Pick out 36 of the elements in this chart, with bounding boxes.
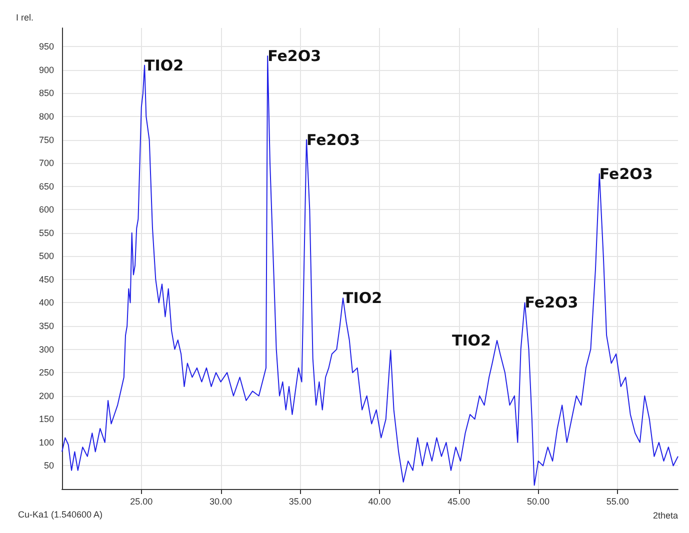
y-tick-label: 150: [38, 414, 54, 424]
annotation: TIO2: [343, 289, 382, 308]
annotation: Fe2O3: [306, 130, 360, 149]
y-tick-label: 550: [38, 228, 54, 238]
y-tick-label: 850: [38, 88, 54, 98]
y-tick-label: 700: [38, 158, 54, 168]
annotation: Fe2O3: [524, 294, 578, 312]
y-tick-label: 650: [38, 181, 54, 192]
y-tick-label: 750: [38, 134, 54, 145]
y-tick-label: 900: [38, 64, 54, 75]
y-tick-label: 400: [38, 298, 54, 308]
y-tick-label: 600: [38, 204, 54, 215]
annotation: Fe2O3: [599, 164, 653, 183]
y-tick-label: 500: [38, 251, 54, 262]
y-tick-label: 450: [38, 274, 54, 284]
annotation: Fe2O3: [268, 46, 322, 65]
x-tick-label: 35.00: [288, 496, 312, 506]
x-tick-label: 55.00: [606, 496, 629, 506]
y-tick-label: 250: [38, 368, 54, 378]
y-tick-label: 350: [38, 321, 54, 332]
x-axis-title: 2theta: [652, 510, 678, 520]
y-tick-label: 100: [38, 437, 54, 448]
x-tick-label: 25.00: [130, 496, 153, 506]
annotation: TIO2: [452, 331, 492, 350]
x-tick-label: 30.00: [209, 496, 232, 506]
y-tick-label: 950: [38, 42, 54, 52]
annotation: TIO2: [144, 56, 184, 74]
x-tick-label: 40.00: [368, 496, 391, 506]
y-tick-label: 800: [38, 111, 54, 122]
y-tick-label: 200: [38, 390, 54, 401]
y-tick-label: 50: [44, 460, 54, 471]
x-tick-label: 45.00: [448, 496, 470, 506]
x-tick-label: 50.00: [527, 496, 550, 506]
text: Cu-Ka1 (1.540600 A): [18, 510, 103, 520]
y-axis-title: I rel.: [16, 12, 34, 22]
y-tick-label: 300: [38, 344, 54, 354]
